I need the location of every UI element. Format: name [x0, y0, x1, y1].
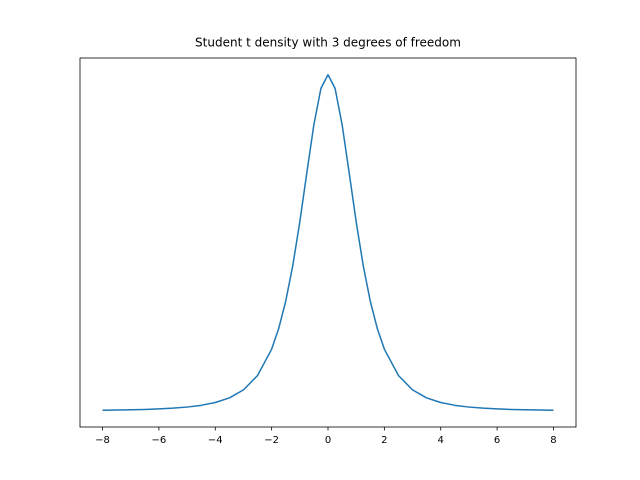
x-tick-label: 8: [550, 435, 556, 446]
chart-title: Student t density with 3 degrees of free…: [195, 36, 461, 50]
x-tick-label: 4: [438, 435, 444, 446]
x-tick-label: 6: [494, 435, 500, 446]
plot-frame: [79, 57, 577, 428]
x-tick-label: −4: [208, 435, 223, 446]
x-tick-label: −2: [264, 435, 279, 446]
line-series: [102, 73, 554, 411]
x-tick-label: −6: [152, 435, 167, 446]
x-tick-label: 0: [325, 435, 331, 446]
x-tick-label: −8: [95, 435, 110, 446]
x-tick-label: 2: [381, 435, 387, 446]
